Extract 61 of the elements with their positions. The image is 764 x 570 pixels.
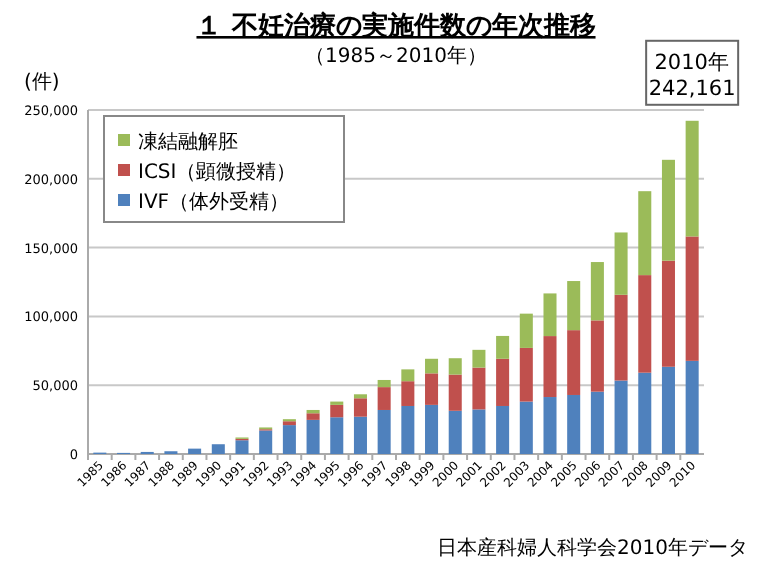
bar — [330, 417, 344, 454]
bar — [448, 358, 462, 375]
bar — [472, 409, 486, 454]
bar — [543, 397, 557, 454]
bar — [401, 381, 415, 406]
bar — [496, 358, 510, 406]
bar — [377, 387, 391, 410]
legend-label: ICSI（顕微授精） — [138, 160, 297, 184]
bar — [330, 404, 344, 418]
bar — [425, 404, 439, 454]
bar — [543, 336, 557, 398]
bar — [235, 440, 249, 454]
legend-label: 凍結融解胚 — [138, 130, 238, 154]
bar — [590, 320, 604, 392]
bar — [353, 398, 367, 417]
bar — [448, 374, 462, 411]
bar — [377, 379, 391, 388]
bar — [614, 232, 628, 295]
bar — [519, 401, 533, 454]
bar — [472, 367, 486, 410]
bar — [401, 405, 415, 454]
bar — [401, 369, 415, 382]
bar — [638, 275, 652, 373]
bar — [567, 394, 581, 454]
bar — [567, 330, 581, 395]
bar — [282, 425, 296, 454]
bar — [377, 409, 391, 454]
bar — [590, 391, 604, 454]
bar — [188, 448, 202, 454]
chart-subtitle: （1985～2010年） — [305, 44, 487, 68]
bar — [496, 405, 510, 454]
bar — [614, 294, 628, 381]
text: 日本産科婦人科学会2010年データ — [437, 536, 748, 560]
bar — [448, 410, 462, 454]
bar — [661, 260, 675, 367]
bar — [472, 349, 486, 368]
bar — [590, 262, 604, 321]
bar — [425, 358, 439, 374]
bar — [496, 335, 510, 359]
bar — [661, 366, 675, 454]
legend-label: IVF（体外受精） — [138, 190, 290, 214]
bar — [306, 413, 320, 420]
bar — [685, 236, 699, 361]
bar — [685, 360, 699, 454]
bar — [567, 281, 581, 331]
bar — [306, 419, 320, 454]
bar — [638, 191, 652, 276]
bar — [614, 380, 628, 454]
bar — [519, 347, 533, 402]
bar — [211, 444, 225, 454]
chart-title: １ 不妊治療の実施件数の年次推移 — [196, 10, 596, 42]
bar — [259, 430, 273, 454]
bar — [353, 416, 367, 454]
annotation: 2010年 242,161 — [648, 50, 736, 101]
bar — [661, 159, 675, 261]
bar — [685, 120, 699, 237]
bar — [519, 313, 533, 348]
bar — [543, 293, 557, 337]
bar — [638, 372, 652, 454]
bar — [425, 373, 439, 405]
y-axis-title: (件) — [24, 72, 60, 94]
